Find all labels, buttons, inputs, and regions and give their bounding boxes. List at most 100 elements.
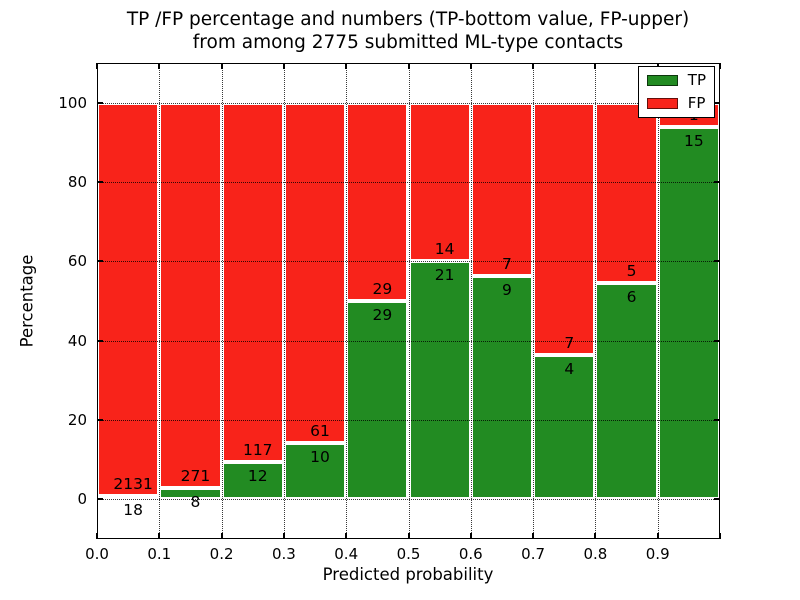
x-tick-label: 0.1 xyxy=(147,545,172,563)
annotation-tp-count: 21 xyxy=(434,266,455,285)
x-tick-mark xyxy=(594,63,597,69)
bars-layer xyxy=(97,63,720,539)
x-tick-label: 0.2 xyxy=(209,545,234,563)
annotation-fp-count: 5 xyxy=(626,261,637,280)
bar-tp-segment xyxy=(595,282,658,500)
x-tick-label: 0.5 xyxy=(396,545,421,563)
legend-label-fp: FP xyxy=(687,94,706,112)
legend-swatch-tp-icon xyxy=(646,75,678,86)
annotation-tp-count: 6 xyxy=(626,287,637,306)
x-tick-mark xyxy=(719,533,721,539)
x-tick-mark xyxy=(220,63,223,69)
x-tick-mark xyxy=(282,63,285,69)
chart-title: TP /FP percentage and numbers (TP-bottom… xyxy=(127,9,689,54)
y-tick-mark xyxy=(97,260,103,263)
x-tick-label: 0.3 xyxy=(271,545,296,563)
y-tick-mark xyxy=(714,498,720,501)
bar-fp-segment xyxy=(346,102,409,301)
legend-item-tp: TP xyxy=(646,71,706,89)
y-tick-mark xyxy=(714,260,720,263)
x-tick-mark xyxy=(656,533,659,539)
x-tick-mark xyxy=(407,63,410,69)
x-tick-mark xyxy=(96,63,98,69)
x-tick-mark xyxy=(532,533,535,539)
x-tick-label: 0.9 xyxy=(645,545,670,563)
x-tick-label: 0.8 xyxy=(583,545,608,563)
bar-tp-segment xyxy=(159,487,222,500)
y-tick-mark xyxy=(97,101,103,104)
bar-fp-segment xyxy=(221,102,284,463)
x-tick-mark xyxy=(220,533,223,539)
annotation-fp-count: 29 xyxy=(372,280,393,298)
bar-fp-segment xyxy=(595,102,658,283)
x-tick-mark xyxy=(532,63,535,69)
annotation-tp-count: 8 xyxy=(190,492,201,511)
x-tick-label: 0.0 xyxy=(85,545,109,563)
y-tick-mark xyxy=(97,181,103,183)
bar-fp-segment xyxy=(470,102,534,277)
y-tick-mark xyxy=(97,419,103,421)
annotation-fp-count: 14 xyxy=(434,240,455,259)
y-tick-label: 100 xyxy=(58,93,87,112)
annotation-fp-count: 7 xyxy=(502,255,512,274)
annotation-tp-count: 4 xyxy=(564,360,575,379)
plot-area: 213118271811712611029291421797456115 TP … xyxy=(96,63,721,539)
annotation-tp-count: 9 xyxy=(502,281,512,300)
annotation-fp-count: 117 xyxy=(242,441,273,460)
tick-marks-layer xyxy=(96,63,721,539)
annotations-layer: 213118271811712611029291421797456115 xyxy=(97,63,720,539)
annotation-tp-count: 18 xyxy=(123,501,144,519)
y-tick-mark xyxy=(714,339,720,342)
annotation-fp-count: 271 xyxy=(180,466,211,485)
x-tick-mark xyxy=(407,533,410,539)
x-tick-label: 0.4 xyxy=(334,545,359,563)
bar-fp-segment xyxy=(283,102,347,444)
annotation-tp-count: 12 xyxy=(247,467,268,486)
x-tick-mark xyxy=(282,533,285,539)
y-tick-label: 0 xyxy=(77,490,87,509)
x-tick-mark xyxy=(719,63,721,69)
y-tick-label: 60 xyxy=(67,252,87,271)
bar-tp-segment xyxy=(657,127,720,500)
annotation-fp-count: 7 xyxy=(564,334,575,353)
legend-item-fp: FP xyxy=(646,94,706,112)
bar-tp-segment xyxy=(346,301,409,500)
x-tick-mark xyxy=(158,533,161,539)
bar-fp-segment xyxy=(159,102,222,488)
legend: TP FP xyxy=(637,66,715,118)
x-tick-mark xyxy=(469,533,472,539)
y-tick-mark xyxy=(97,339,103,342)
x-tick-mark xyxy=(96,533,98,539)
x-tick-mark xyxy=(345,63,348,69)
bar-tp-segment xyxy=(533,355,596,500)
y-tick-mark xyxy=(97,498,103,501)
x-tick-label: 0.7 xyxy=(521,545,546,563)
bar-fp-segment xyxy=(533,102,596,356)
bar-tp-segment xyxy=(408,261,471,500)
annotation-tp-count: 10 xyxy=(310,448,330,467)
chart-title-line1: TP /FP percentage and numbers (TP-bottom… xyxy=(126,9,690,30)
bar-tp-segment xyxy=(283,443,347,500)
x-tick-mark xyxy=(594,533,597,539)
annotation-fp-count: 2131 xyxy=(113,475,153,494)
annotation-fp-count: 61 xyxy=(310,422,330,441)
y-tick-mark xyxy=(714,419,720,421)
x-tick-mark xyxy=(345,533,348,539)
bar-tp-segment xyxy=(221,462,284,500)
bar-tp-segment xyxy=(470,276,534,500)
x-tick-label: 0.6 xyxy=(458,545,483,563)
bar-tp-segment xyxy=(97,496,160,500)
legend-swatch-fp-icon xyxy=(646,98,678,109)
x-axis-label: Predicted probability xyxy=(322,565,494,584)
y-tick-label: 80 xyxy=(67,173,87,191)
chart-title-line2: from among 2775 submitted ML-type contac… xyxy=(192,31,624,53)
x-tick-mark xyxy=(158,63,161,69)
annotation-tp-count: 29 xyxy=(372,306,393,324)
y-tick-label: 20 xyxy=(67,411,87,429)
annotation-tp-count: 15 xyxy=(683,132,704,151)
y-tick-label: 40 xyxy=(67,331,87,350)
legend-label-tp: TP xyxy=(687,71,706,89)
x-tick-mark xyxy=(469,63,472,69)
y-tick-mark xyxy=(714,181,720,183)
